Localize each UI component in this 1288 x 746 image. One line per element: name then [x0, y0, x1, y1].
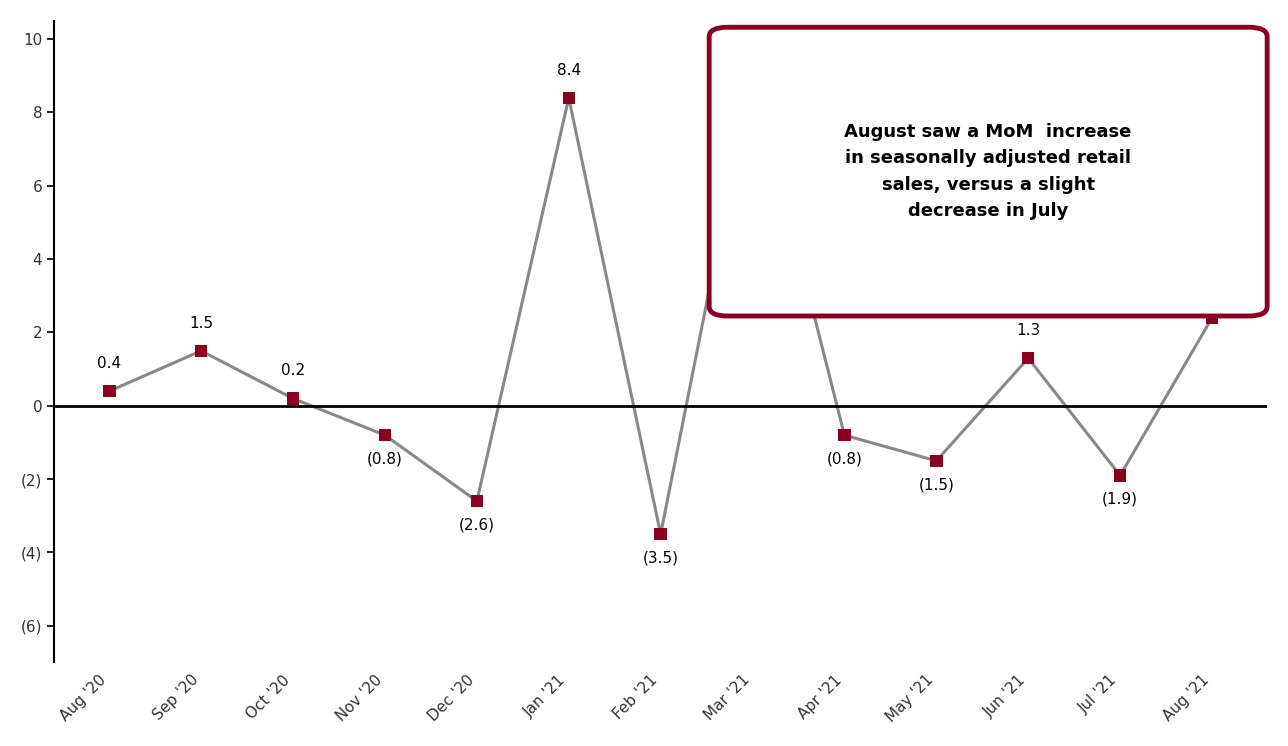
Text: 1.5: 1.5	[189, 316, 214, 330]
Point	[835, 429, 855, 441]
Text: (0.8): (0.8)	[367, 451, 403, 467]
Text: (1.5): (1.5)	[918, 477, 954, 492]
Text: 1.3: 1.3	[1016, 323, 1041, 338]
Text: 0.2: 0.2	[281, 363, 305, 378]
Text: (1.9): (1.9)	[1103, 492, 1139, 507]
Point	[926, 455, 947, 467]
Point	[559, 92, 580, 104]
Point	[1018, 352, 1038, 364]
Point	[1202, 312, 1222, 324]
Point	[742, 66, 762, 78]
Text: (3.5): (3.5)	[643, 551, 679, 565]
Point	[466, 495, 487, 507]
FancyBboxPatch shape	[710, 28, 1267, 316]
Text: 8.4: 8.4	[556, 63, 581, 78]
Text: August saw a MoM  increase
in seasonally adjusted retail
sales, versus a slight
: August saw a MoM increase in seasonally …	[845, 123, 1132, 220]
Point	[1110, 469, 1131, 481]
Text: 2.4: 2.4	[1200, 283, 1224, 298]
Text: 0.4: 0.4	[97, 356, 121, 371]
Text: (0.8): (0.8)	[827, 451, 863, 467]
Point	[99, 385, 120, 397]
Text: (2.6): (2.6)	[459, 518, 495, 533]
Point	[191, 345, 211, 357]
Point	[283, 392, 304, 404]
Point	[650, 528, 671, 540]
Text: 9.1: 9.1	[741, 37, 765, 52]
Point	[375, 429, 395, 441]
